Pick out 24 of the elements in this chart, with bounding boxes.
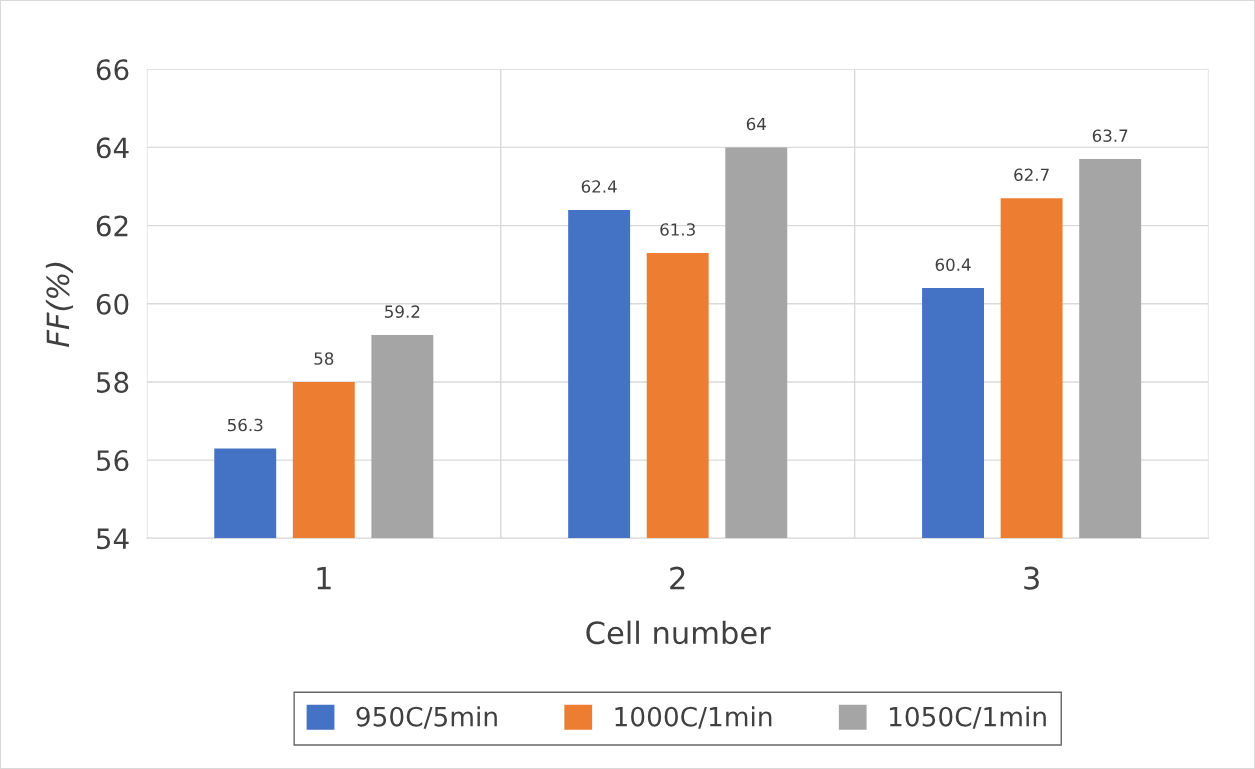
y-tick-label: 60: [96, 293, 129, 315]
x-tick-label: 3: [1024, 566, 1039, 590]
legend-label: 950C/5min: [356, 706, 497, 729]
y-tick-label: 62: [96, 215, 128, 237]
data-label: 58: [314, 352, 334, 365]
y-tick-label: 64: [96, 137, 129, 159]
legend-label: 1050C/1min: [889, 706, 1046, 729]
data-label: 63.7: [1092, 129, 1128, 142]
data-label: 61.3: [660, 223, 695, 236]
data-label: 64: [746, 117, 766, 131]
y-tick-label: 58: [96, 371, 129, 393]
y-tick-label: 66: [96, 59, 129, 81]
data-label: 62.4: [581, 180, 617, 193]
data-label: 60.4: [935, 258, 971, 271]
data-label: 59.2: [385, 305, 420, 318]
x-axis-title: Cell number: [586, 620, 771, 645]
data-label: 62.7: [1014, 168, 1049, 182]
x-tick-label: 2: [670, 566, 685, 590]
x-tick-label: 1: [317, 567, 331, 590]
legend-label: 1000C/1min: [615, 706, 772, 729]
y-tick-label: 56: [96, 450, 129, 472]
data-label: 56.3: [227, 418, 263, 432]
y-tick-label: 54: [96, 528, 129, 550]
y-axis-title: FF(%): [45, 262, 74, 347]
